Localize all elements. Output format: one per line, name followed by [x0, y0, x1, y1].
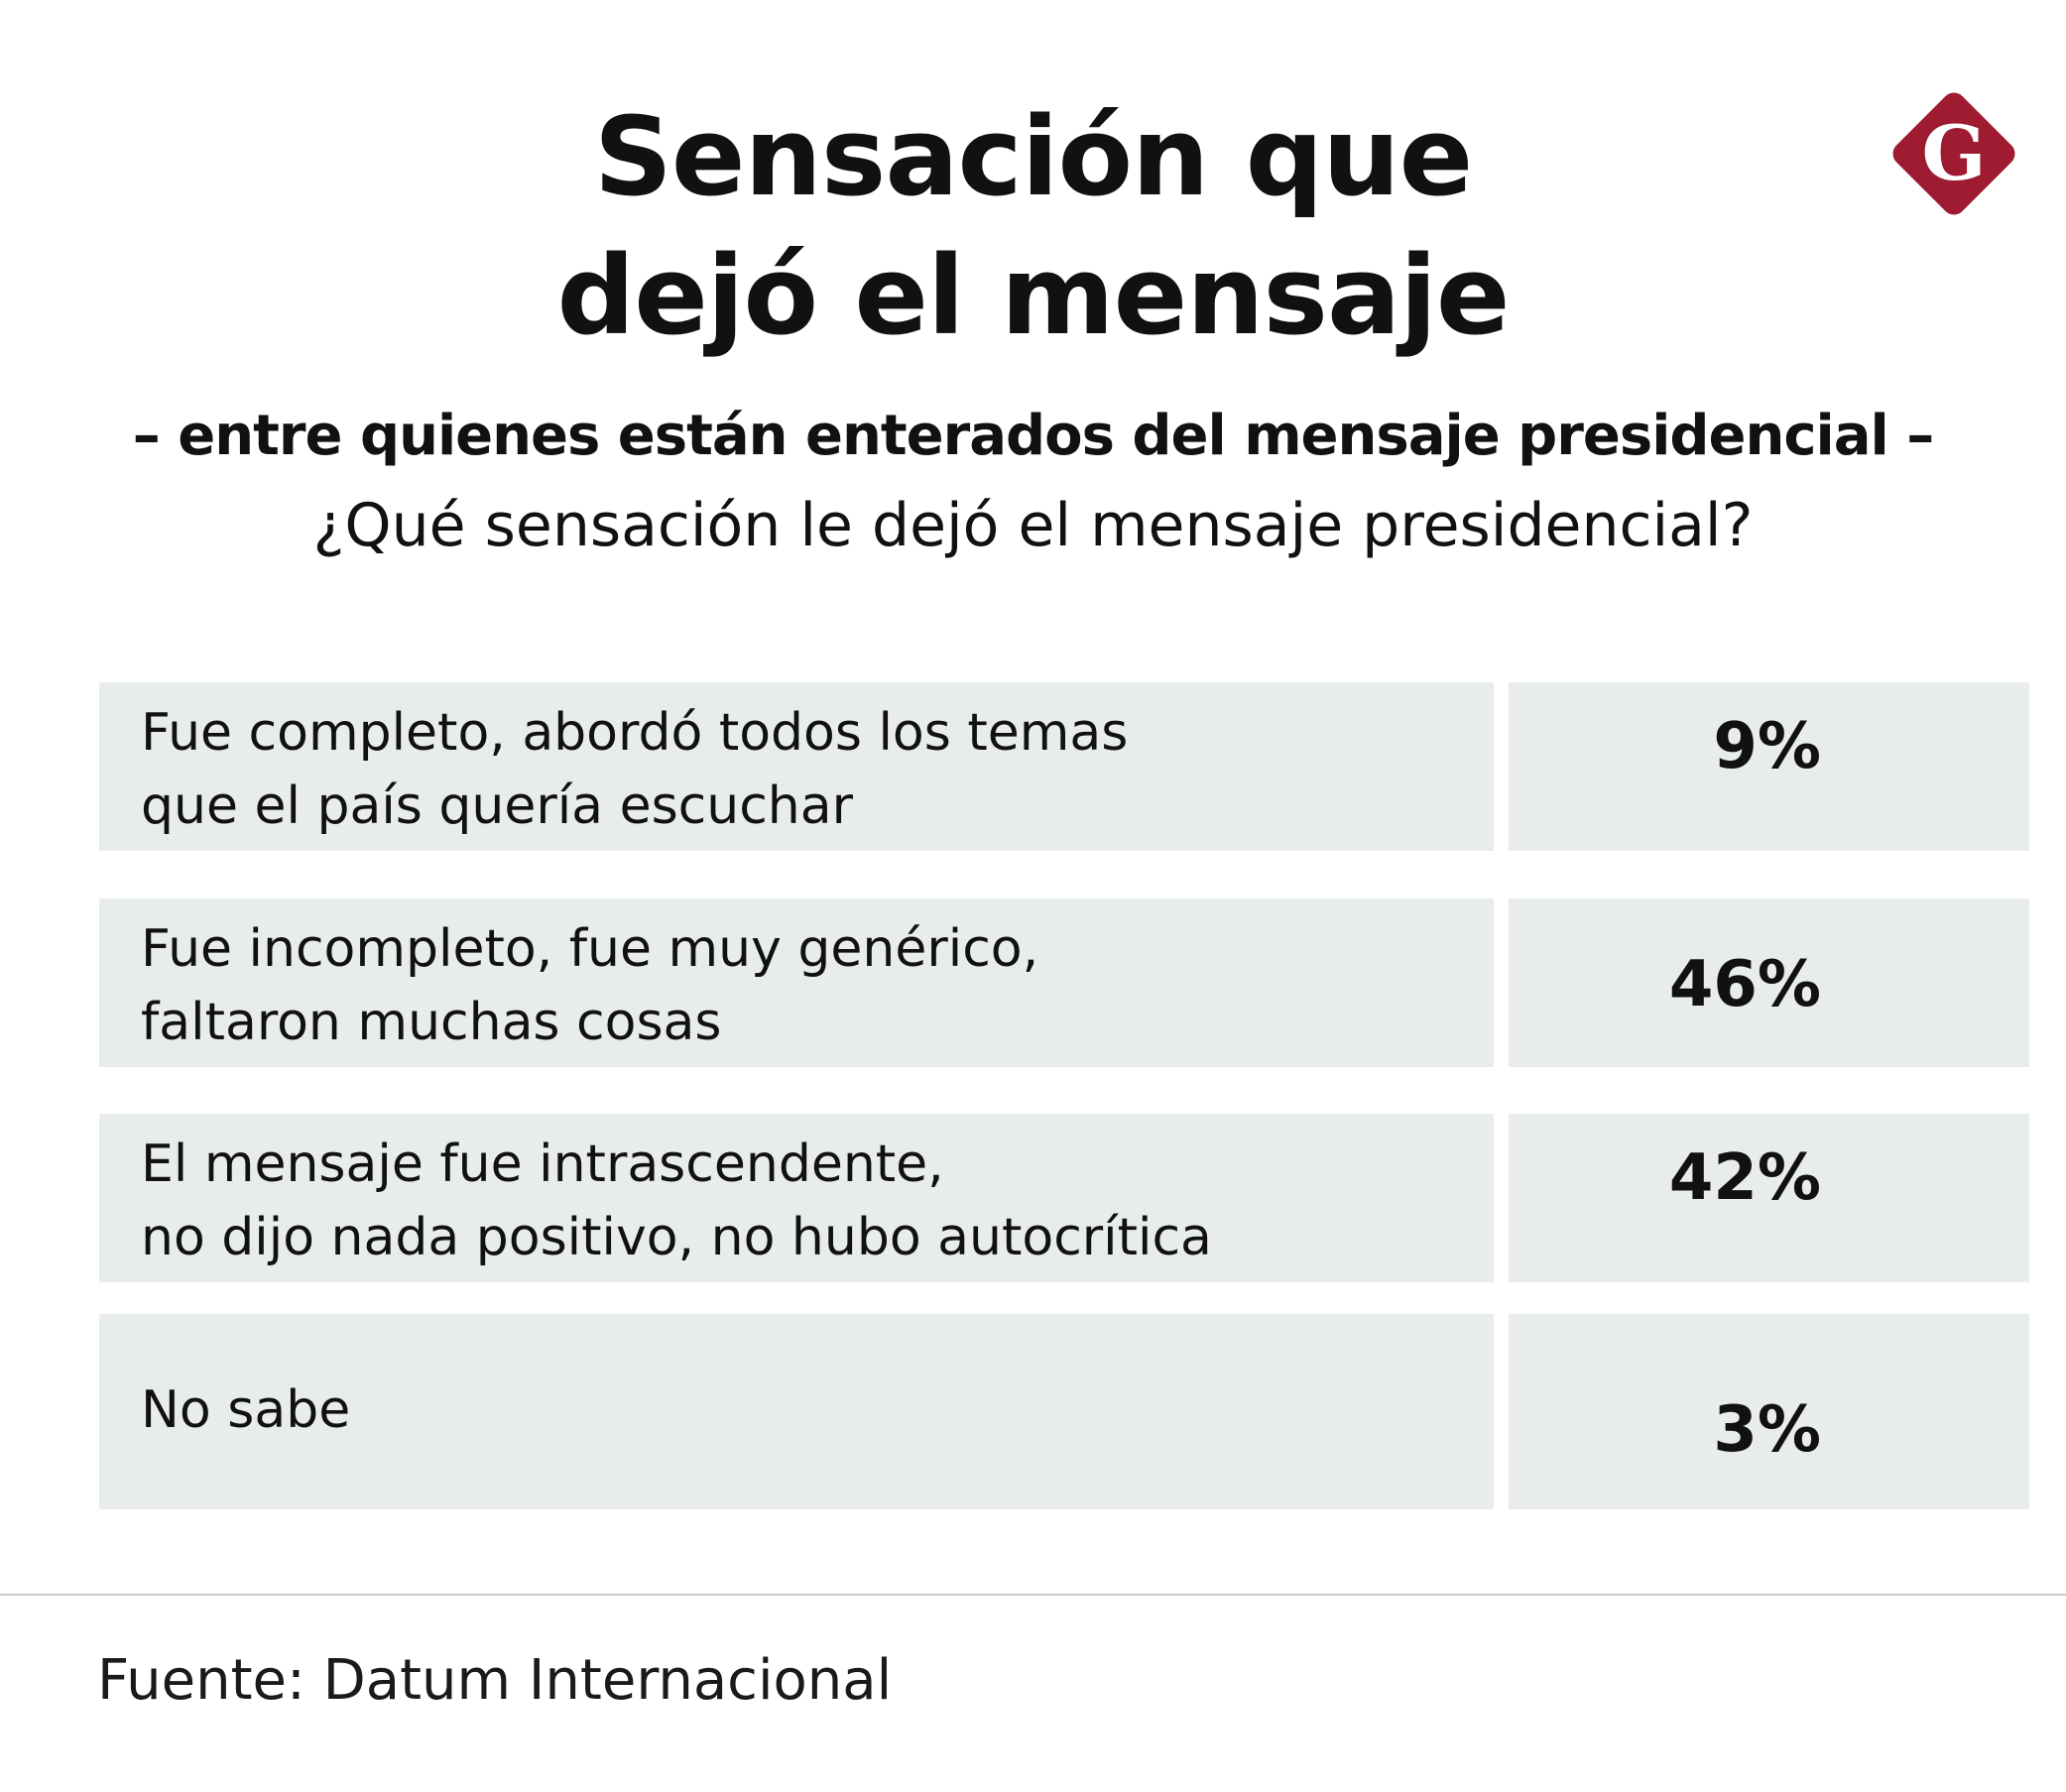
- chart-title-line-2: dejó el mensaje: [556, 232, 1510, 359]
- logo-letter: G: [1922, 109, 1987, 197]
- row-label: Fue completo, abordó todos los temas que…: [99, 682, 1494, 851]
- table-row: Fue completo, abordó todos los temas que…: [99, 682, 2029, 851]
- survey-question: ¿Qué sensación le dejó el mensaje presid…: [312, 491, 1754, 560]
- source-note: Fuente: Datum Internacional: [97, 1648, 893, 1713]
- table-row: El mensaje fue intrascendente, no dijo n…: [99, 1114, 2029, 1282]
- table-row: Fue incompleto, fue muy genérico, faltar…: [99, 898, 2029, 1067]
- row-value: 9%: [1509, 682, 2029, 851]
- row-value: 46%: [1509, 898, 2029, 1067]
- row-label: No sabe: [99, 1314, 1494, 1509]
- chart-subtitle: – entre quienes están enterados del mens…: [132, 404, 1934, 468]
- footer-divider: [0, 1594, 2066, 1596]
- row-label: El mensaje fue intrascendente, no dijo n…: [99, 1114, 1494, 1282]
- row-label: Fue incompleto, fue muy genérico, faltar…: [99, 898, 1494, 1067]
- logo-diamond: [1892, 92, 2015, 215]
- diamond-g-logo-icon: G: [1892, 92, 2015, 215]
- table-row: No sabe 3%: [99, 1314, 2029, 1509]
- chart-title: Sensación que dejó el mensaje: [0, 87, 2066, 365]
- row-value: 3%: [1509, 1314, 2029, 1509]
- row-value: 42%: [1509, 1114, 2029, 1282]
- chart-title-line-1: Sensación que: [593, 93, 1474, 220]
